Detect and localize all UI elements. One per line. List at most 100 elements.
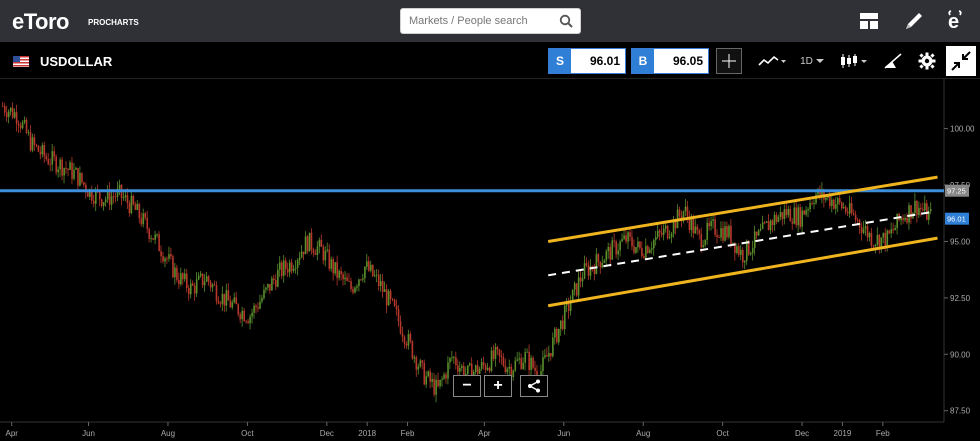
buy-button[interactable]: B 96.05 (631, 48, 709, 74)
candle-body (379, 280, 382, 286)
candle-body (575, 283, 578, 296)
candle-body (835, 204, 837, 209)
candle-body (352, 289, 354, 293)
candle-body (261, 298, 263, 302)
candle-body (67, 168, 69, 170)
candle-body (918, 207, 920, 216)
candle-body (124, 195, 127, 198)
timeframe-dropdown[interactable]: 1D (797, 48, 827, 74)
candle-body (698, 230, 701, 234)
drawing-tools-button[interactable] (882, 48, 904, 74)
candle-body (110, 196, 113, 205)
timeframe-label: 1D (800, 55, 813, 67)
candle-body (201, 273, 204, 286)
candle-body (374, 275, 376, 277)
candle-body (304, 236, 307, 255)
candle-body (704, 239, 707, 246)
search-input[interactable] (401, 9, 567, 33)
candle-body (95, 189, 97, 204)
candle-body (87, 192, 89, 197)
current-price-tag (945, 212, 969, 225)
settings-button[interactable] (916, 48, 938, 74)
candle-body (247, 321, 249, 324)
candle-body (696, 226, 699, 231)
candle-body (777, 216, 780, 222)
candle-body (587, 265, 590, 276)
candle-body (429, 371, 432, 382)
candle-body (837, 198, 839, 205)
zoom-controls: − + (453, 375, 548, 399)
candle-body (633, 246, 635, 253)
candle-body (548, 352, 550, 357)
candle-body (217, 301, 220, 304)
candle-body (265, 287, 267, 290)
collapse-button[interactable] (946, 46, 976, 76)
layout-icon[interactable] (858, 10, 880, 32)
candlestick-button[interactable] (838, 48, 870, 74)
pencil-icon[interactable] (903, 10, 925, 32)
candle-body (209, 281, 212, 288)
candlestick-icon (841, 54, 867, 68)
candle-body (516, 359, 519, 361)
candle-body (928, 211, 930, 220)
search-icon[interactable] (559, 14, 573, 28)
candle-body (277, 269, 279, 287)
candle-body (908, 205, 910, 223)
crosshair-button[interactable] (716, 48, 742, 74)
candle-body (783, 209, 786, 220)
candle-body (362, 278, 364, 280)
candle-body (759, 228, 762, 231)
candle-body (346, 277, 348, 282)
candle-body (882, 232, 885, 238)
candle-body (395, 305, 398, 310)
candle-body (635, 247, 637, 253)
candle-body (775, 214, 778, 222)
zoom-out-button[interactable]: − (453, 375, 481, 397)
zoom-in-button[interactable]: + (484, 375, 512, 397)
x-tick-label-0: Apr (5, 429, 18, 438)
sell-button[interactable]: S 96.01 (548, 48, 626, 74)
search-box[interactable] (400, 8, 581, 34)
candle-body (831, 199, 833, 207)
candle-body (684, 206, 687, 212)
price-chart[interactable]: 100.0097.5095.0092.5090.0087.50AprJunAug… (0, 79, 980, 441)
candle-body (722, 228, 724, 241)
candle-body (880, 237, 883, 249)
candle-body (579, 277, 582, 282)
candle-body (561, 320, 564, 330)
candle-body (225, 290, 228, 306)
candle-body (534, 367, 536, 371)
candle-body (381, 280, 384, 292)
candle-body (241, 310, 244, 320)
candle-body (431, 378, 433, 382)
candle-body (740, 249, 742, 255)
candle-body (310, 232, 313, 250)
candle-body (751, 248, 754, 253)
candle-body (13, 112, 16, 118)
candle-body (795, 207, 798, 226)
candle-body (668, 237, 671, 239)
candle-body (73, 169, 75, 179)
candle-body (170, 254, 172, 257)
candle-body (91, 189, 93, 201)
candle-body (166, 258, 168, 260)
chart-type-button[interactable] (752, 48, 792, 74)
etoro-logo[interactable]: eToro (12, 9, 69, 34)
candle-body (819, 188, 821, 197)
share-button[interactable] (520, 375, 548, 397)
candle-body (191, 283, 194, 286)
candle-body (480, 362, 483, 369)
etoro-e-icon[interactable]: e (945, 10, 967, 32)
candle-body (601, 263, 604, 268)
x-tick-label-2: Aug (161, 429, 175, 438)
chart-area[interactable]: 100.0097.5095.0092.5090.0087.50AprJunAug… (0, 79, 980, 441)
candle-body (158, 234, 160, 252)
candle-body (403, 336, 406, 344)
candle-body (896, 213, 898, 228)
candle-body (134, 204, 137, 210)
candle-body (712, 219, 714, 221)
candle-body (162, 256, 164, 262)
candle-body (854, 214, 857, 220)
candle-body (589, 266, 592, 276)
candle-body (197, 275, 200, 280)
